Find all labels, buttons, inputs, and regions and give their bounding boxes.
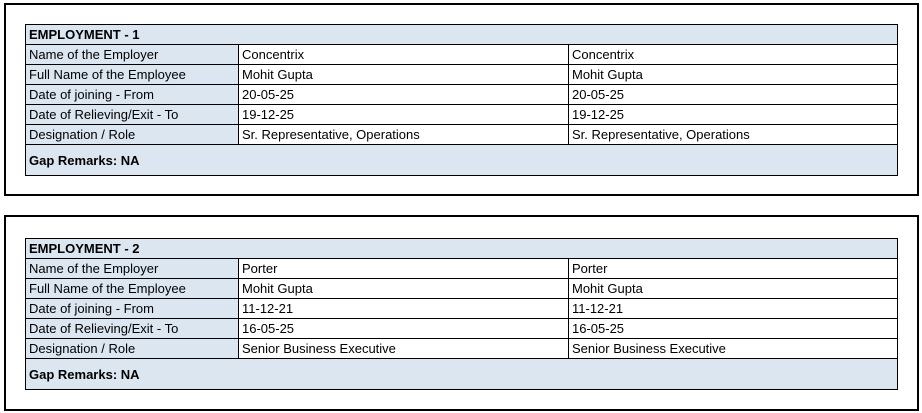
- claimed-value: Concentrix: [238, 44, 569, 65]
- verified-value: Senior Business Executive: [568, 338, 898, 359]
- gap-remarks: Gap Remarks: NA: [25, 144, 898, 176]
- row-label: Name of the Employer: [25, 44, 239, 65]
- employment-1-table: EMPLOYMENT - 1 Name of the Employer Concen…: [25, 24, 898, 176]
- table-row: Date of Relieving/Exit - To 19-12-25 19-12…: [25, 104, 898, 125]
- employment-title: EMPLOYMENT - 1: [25, 24, 898, 45]
- row-label: Date of joining - From: [25, 84, 239, 105]
- verified-value: 20-05-25: [568, 84, 898, 105]
- row-label: Name of the Employer: [25, 258, 239, 279]
- row-label: Date of Relieving/Exit - To: [25, 318, 239, 339]
- claimed-value: Porter: [238, 258, 569, 279]
- verified-value: Sr. Representative, Operations: [568, 124, 898, 145]
- row-label: Designation / Role: [25, 124, 239, 145]
- claimed-value: 16-05-25: [238, 318, 569, 339]
- row-label: Full Name of the Employee: [25, 278, 239, 299]
- claimed-value: 20-05-25: [238, 84, 569, 105]
- table-header-row: EMPLOYMENT - 2: [25, 238, 898, 259]
- employment-2-box: EMPLOYMENT - 2 Name of the Employer Porter…: [4, 215, 919, 411]
- claimed-value: 19-12-25: [238, 104, 569, 125]
- row-label: Full Name of the Employee: [25, 64, 239, 85]
- verified-value: Porter: [568, 258, 898, 279]
- row-label: Designation / Role: [25, 338, 239, 359]
- employment-title: EMPLOYMENT - 2: [25, 238, 898, 259]
- claimed-value: Senior Business Executive: [238, 338, 569, 359]
- verified-value: 19-12-25: [568, 104, 898, 125]
- claimed-value: Mohit Gupta: [238, 64, 569, 85]
- table-row: Full Name of the Employee Mohit Gupta Mohi…: [25, 64, 898, 85]
- claimed-value: 11-12-21: [238, 298, 569, 319]
- employment-2-table: EMPLOYMENT - 2 Name of the Employer Porter…: [25, 238, 898, 390]
- employment-1-box: EMPLOYMENT - 1 Name of the Employer Concen…: [4, 3, 919, 196]
- row-label: Date of Relieving/Exit - To: [25, 104, 239, 125]
- table-row: Full Name of the Employee Mohit Gupta Mohi…: [25, 278, 898, 299]
- table-row: Date of Relieving/Exit - To 16-05-25 16-05…: [25, 318, 898, 339]
- gap-remarks-row: Gap Remarks: NA: [25, 358, 898, 390]
- verified-value: 11-12-21: [568, 298, 898, 319]
- claimed-value: Mohit Gupta: [238, 278, 569, 299]
- row-label: Date of joining - From: [25, 298, 239, 319]
- verified-value: 16-05-25: [568, 318, 898, 339]
- table-row: Designation / Role Sr. Representative, Op…: [25, 124, 898, 145]
- table-row: Date of joining - From 11-12-21 11-12-21: [25, 298, 898, 319]
- table-row: Name of the Employer Porter Porter: [25, 258, 898, 279]
- claimed-value: Sr. Representative, Operations: [238, 124, 569, 145]
- verified-value: Concentrix: [568, 44, 898, 65]
- table-row: Date of joining - From 20-05-25 20-05-25: [25, 84, 898, 105]
- table-row: Designation / Role Senior Business Execut…: [25, 338, 898, 359]
- table-row: Name of the Employer Concentrix Concentrix: [25, 44, 898, 65]
- verified-value: Mohit Gupta: [568, 64, 898, 85]
- verified-value: Mohit Gupta: [568, 278, 898, 299]
- gap-remarks: Gap Remarks: NA: [25, 358, 898, 390]
- gap-remarks-row: Gap Remarks: NA: [25, 144, 898, 176]
- table-header-row: EMPLOYMENT - 1: [25, 24, 898, 45]
